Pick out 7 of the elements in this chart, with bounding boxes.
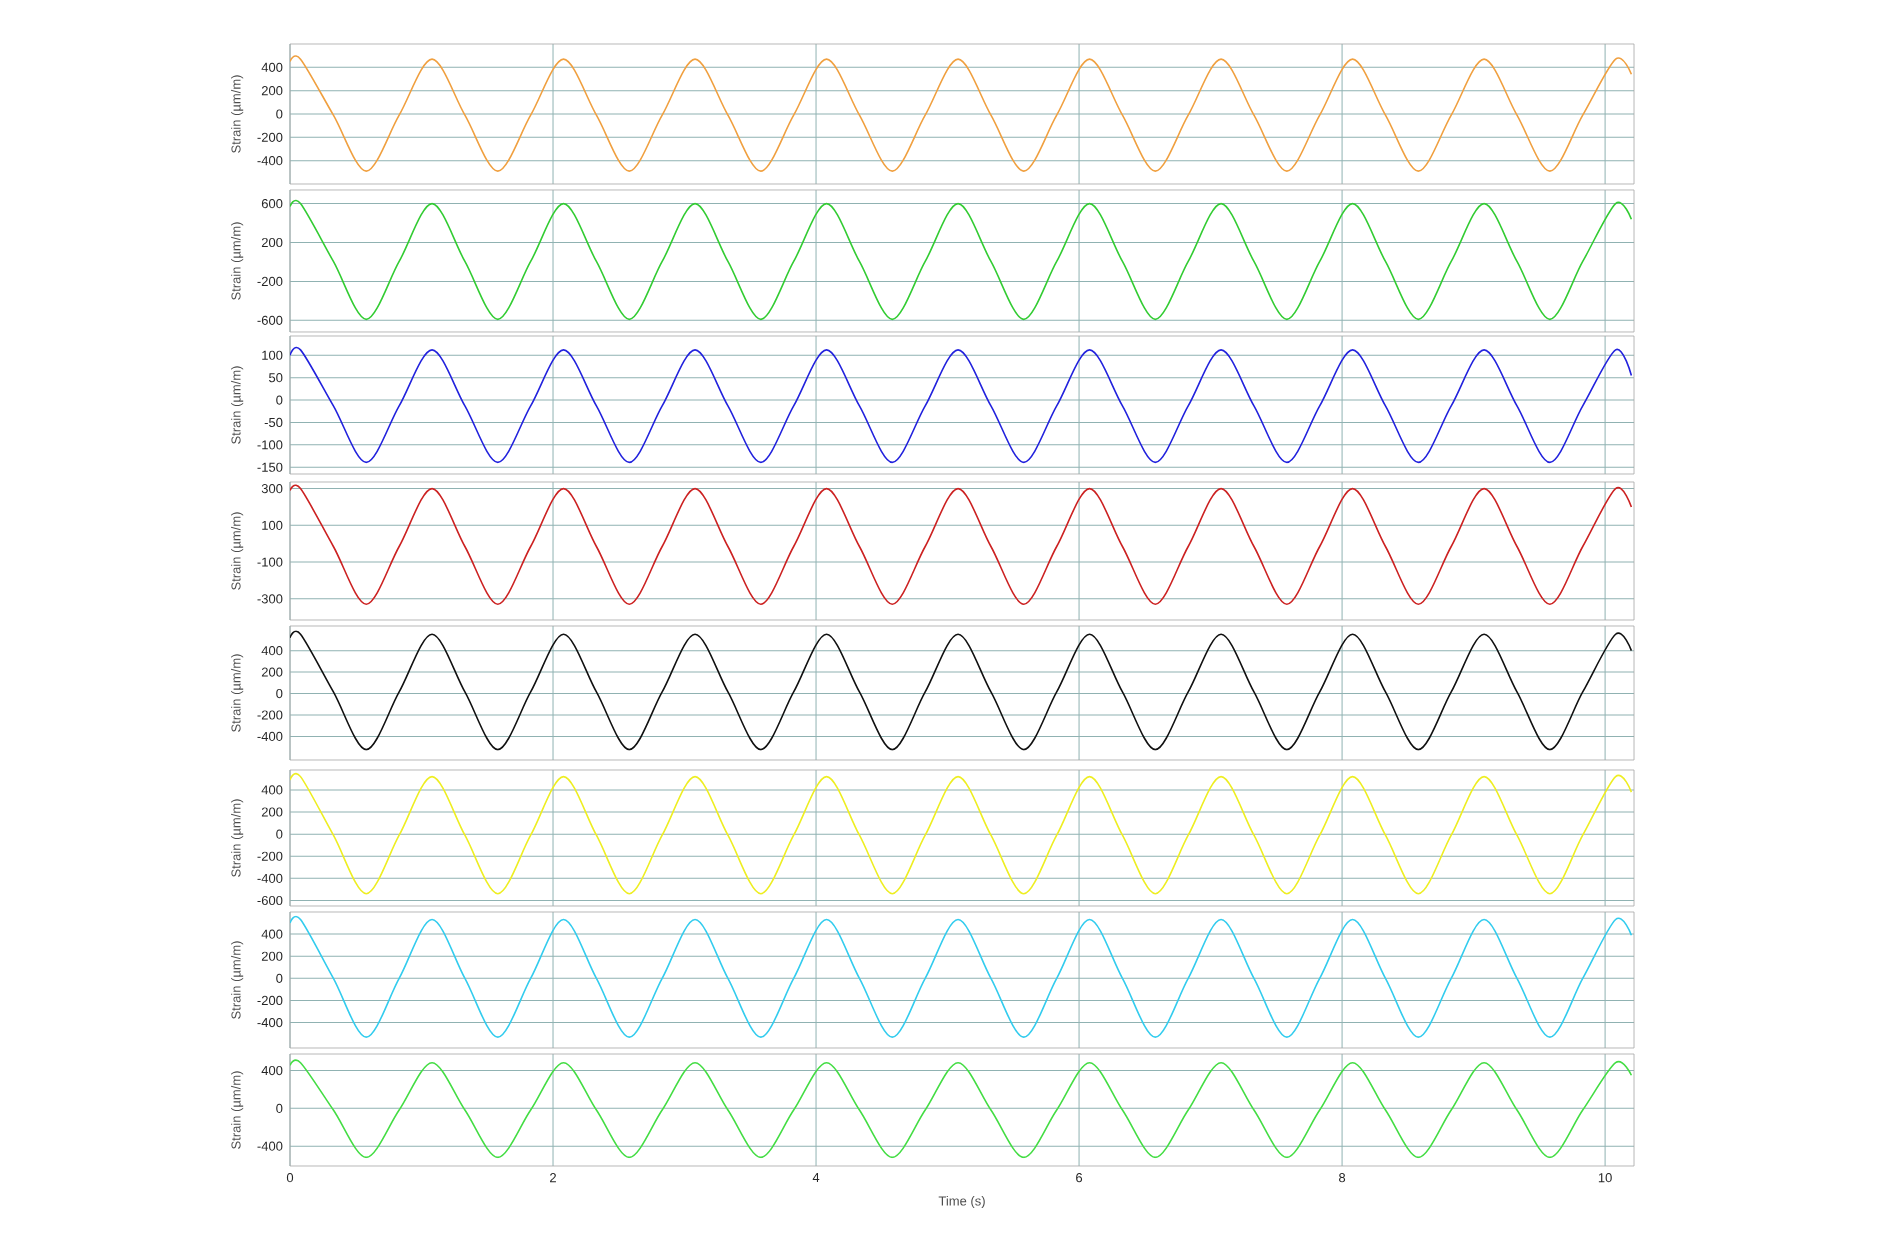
line-series [290,633,1633,751]
line-series [290,58,1633,172]
line-series [290,349,1633,464]
line-series [290,918,1633,1038]
line-series [290,487,1633,605]
line-series [290,775,1633,895]
line-series [290,1061,1633,1159]
